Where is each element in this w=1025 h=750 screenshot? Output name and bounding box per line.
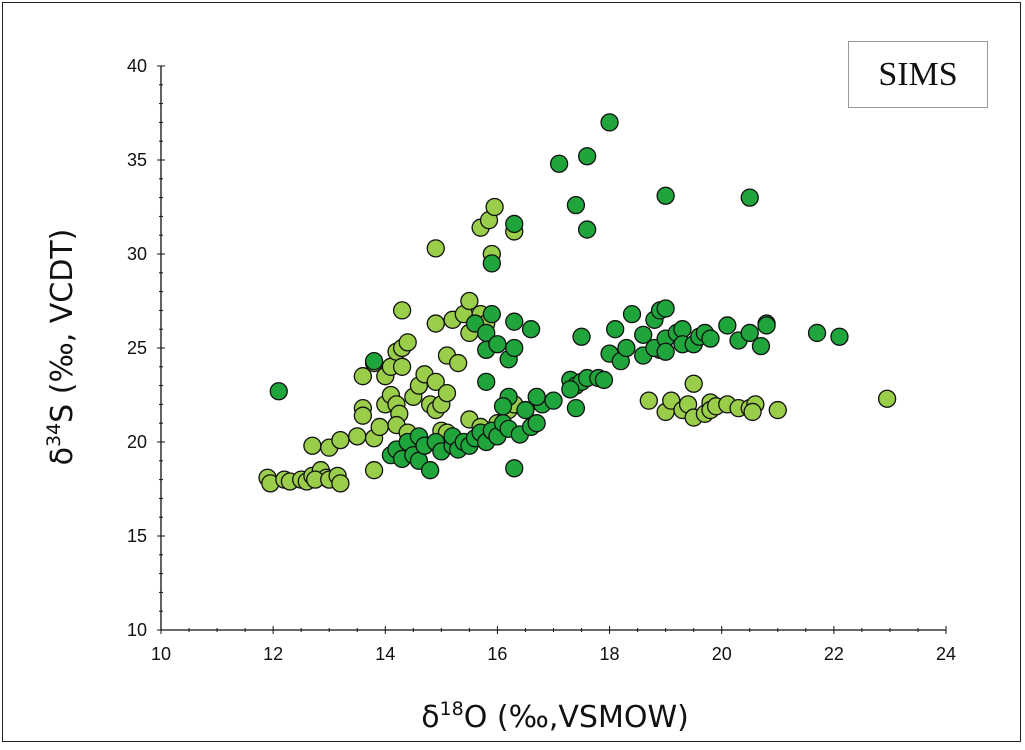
data-point	[622, 305, 642, 324]
data-point	[505, 312, 524, 331]
data-point	[482, 305, 501, 324]
data-point	[740, 323, 759, 343]
sims-annotation-box: SIMS	[848, 41, 988, 108]
data-point	[488, 335, 507, 354]
data-point	[437, 383, 457, 403]
x-tick-label: 20	[712, 644, 732, 664]
data-point	[331, 430, 350, 450]
data-point	[656, 299, 675, 318]
ticks: 10 12 14 16 18 20 22 24 10 15 20 25 30 35 40	[127, 56, 956, 664]
data-point	[426, 239, 445, 258]
data-point	[392, 357, 412, 376]
data-point	[634, 325, 653, 344]
data-point	[757, 316, 776, 335]
series-1	[269, 113, 849, 480]
data-point	[830, 327, 849, 346]
x-tick-label: 18	[600, 644, 620, 664]
data-point	[485, 197, 504, 217]
data-point	[331, 474, 350, 493]
axes	[160, 66, 946, 631]
data-point	[426, 372, 445, 391]
y-tick-label: 15	[127, 526, 147, 546]
y-tick-label: 35	[127, 150, 147, 170]
data-point	[348, 427, 367, 446]
data-point	[544, 391, 563, 410]
data-point	[398, 333, 417, 352]
data-point	[527, 387, 546, 407]
data-point	[577, 220, 597, 239]
data-points	[258, 113, 897, 493]
data-point	[353, 367, 373, 386]
y-tick-label: 20	[127, 432, 147, 452]
data-point	[549, 154, 569, 173]
data-point	[303, 436, 322, 455]
data-point	[639, 391, 658, 410]
data-point	[656, 186, 675, 205]
data-point	[482, 254, 501, 273]
data-point	[684, 374, 703, 393]
y-tick-label: 40	[127, 56, 147, 76]
data-point	[807, 323, 827, 343]
data-point	[561, 380, 580, 399]
data-point	[364, 461, 384, 480]
data-point	[420, 461, 440, 480]
data-point	[566, 399, 586, 418]
data-point	[364, 352, 384, 371]
data-point	[566, 195, 586, 215]
data-point	[577, 147, 597, 166]
data-point	[768, 400, 787, 420]
data-point	[572, 327, 591, 346]
x-tick-label: 16	[487, 644, 507, 664]
x-tick-label: 10	[151, 644, 171, 664]
x-tick-label: 14	[375, 644, 395, 664]
data-point	[701, 329, 720, 348]
data-point	[505, 459, 524, 478]
data-point	[718, 316, 737, 335]
series-0	[258, 197, 897, 493]
data-point	[426, 314, 445, 333]
sims-label: SIMS	[878, 55, 958, 93]
data-point	[617, 338, 636, 358]
data-point	[606, 320, 625, 339]
data-point	[449, 353, 468, 373]
x-axis-title: δ18O (‰,VSMOW)	[421, 698, 689, 735]
y-tick-label: 25	[127, 338, 147, 358]
data-point	[370, 417, 389, 437]
data-point	[269, 382, 288, 401]
x-tick-label: 22	[824, 644, 844, 664]
data-point	[493, 397, 513, 416]
data-point	[877, 389, 897, 408]
y-axis-title: δ34S (‰, VCDT)	[43, 229, 80, 466]
data-point	[751, 336, 771, 356]
x-tick-label: 24	[936, 644, 956, 664]
data-point	[392, 301, 412, 320]
y-tick-label: 30	[127, 244, 147, 264]
data-point	[353, 406, 373, 425]
data-point	[600, 113, 619, 132]
data-point	[521, 320, 541, 339]
y-tick-label: 10	[127, 620, 147, 640]
data-point	[505, 338, 524, 358]
data-point	[594, 370, 614, 390]
data-point	[516, 400, 535, 420]
x-tick-label: 12	[263, 644, 283, 664]
data-point	[505, 214, 524, 234]
data-point	[740, 188, 759, 207]
data-point	[527, 414, 546, 433]
data-point	[460, 291, 479, 311]
data-point	[477, 372, 496, 391]
data-point	[656, 342, 675, 361]
data-point	[743, 402, 762, 422]
